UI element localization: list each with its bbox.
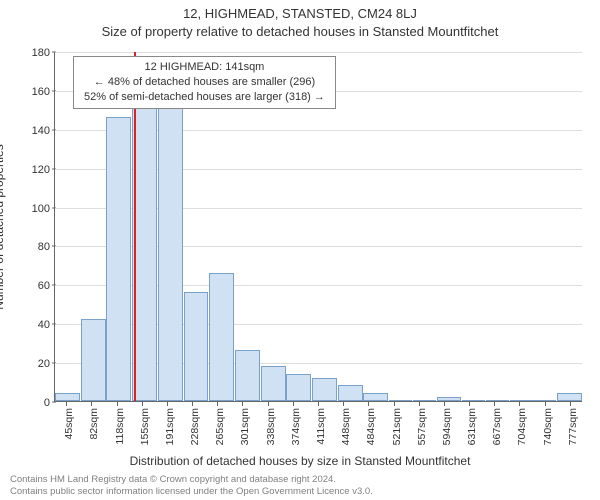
x-tick-label: 228sqm — [189, 408, 201, 445]
annotation-line2: ← 48% of detached houses are smaller (29… — [84, 75, 325, 90]
x-tick-mark — [394, 402, 395, 406]
x-tick-label: 557sqm — [416, 408, 428, 445]
y-tick-label: 60 — [24, 280, 50, 292]
bar — [106, 117, 131, 401]
page-subtitle: Size of property relative to detached ho… — [0, 24, 600, 39]
bar — [158, 74, 183, 401]
x-tick-label: 155sqm — [139, 408, 151, 445]
bar — [338, 385, 363, 401]
x-tick-mark — [167, 402, 168, 406]
x-tick-mark — [91, 402, 92, 406]
plot-area: 12 HIGHMEAD: 141sqm ← 48% of detached ho… — [54, 52, 582, 402]
bar — [437, 397, 462, 401]
x-tick-mark — [494, 402, 495, 406]
x-tick-mark — [293, 402, 294, 406]
y-axis: 020406080100120140160180 — [24, 52, 54, 402]
bar — [363, 393, 388, 401]
y-axis-label: Number of detached properties — [0, 52, 12, 402]
x-tick-mark — [419, 402, 420, 406]
x-tick-mark — [142, 402, 143, 406]
bar — [81, 319, 106, 401]
y-tick-label: 80 — [24, 241, 50, 253]
annotation-box: 12 HIGHMEAD: 141sqm ← 48% of detached ho… — [73, 56, 336, 109]
x-tick-mark — [117, 402, 118, 406]
x-tick-mark — [242, 402, 243, 406]
x-tick-label: 191sqm — [164, 408, 176, 445]
x-tick-label: 411sqm — [315, 408, 327, 445]
bar — [286, 374, 311, 401]
x-tick-label: 301sqm — [239, 408, 251, 445]
x-tick-mark — [268, 402, 269, 406]
bar — [55, 393, 80, 401]
y-tick-label: 40 — [24, 319, 50, 331]
x-axis-label: Distribution of detached houses by size … — [0, 454, 600, 468]
x-tick-mark — [192, 402, 193, 406]
bar — [261, 366, 286, 401]
bar — [557, 393, 582, 401]
x-axis: 45sqm 82sqm 118sqm 155sqm 191sqm 228sqm 265sqm… — [54, 402, 582, 458]
x-tick-mark — [519, 402, 520, 406]
y-tick-label: 120 — [24, 164, 50, 176]
y-tick-label: 160 — [24, 86, 50, 98]
x-tick-mark — [318, 402, 319, 406]
x-tick-label: 667sqm — [491, 408, 503, 445]
x-tick-mark — [444, 402, 445, 406]
x-tick-mark — [217, 402, 218, 406]
bar — [413, 400, 436, 401]
bar — [235, 350, 260, 401]
x-tick-label: 777sqm — [567, 408, 579, 445]
annotation-line1: 12 HIGHMEAD: 141sqm — [84, 60, 325, 75]
x-tick-label: 265sqm — [214, 408, 226, 445]
x-tick-mark — [66, 402, 67, 406]
x-tick-label: 740sqm — [542, 408, 554, 445]
x-tick-label: 45sqm — [63, 408, 75, 440]
y-tick-label: 180 — [24, 47, 50, 59]
x-tick-label: 118sqm — [114, 408, 126, 445]
y-tick-label: 0 — [24, 397, 50, 409]
page-title: 12, HIGHMEAD, STANSTED, CM24 8LJ — [0, 6, 600, 21]
x-tick-label: 704sqm — [516, 408, 528, 445]
annotation-line3: 52% of semi-detached houses are larger (… — [84, 90, 325, 105]
footer-line1: Contains HM Land Registry data © Crown c… — [10, 474, 373, 485]
x-tick-label: 594sqm — [441, 408, 453, 445]
x-tick-label: 631sqm — [466, 408, 478, 445]
bar — [312, 378, 337, 401]
x-tick-label: 521sqm — [391, 408, 403, 445]
bar — [209, 273, 234, 401]
x-tick-label: 82sqm — [88, 408, 100, 440]
x-tick-label: 374sqm — [290, 408, 302, 445]
bar — [389, 400, 412, 401]
bar — [184, 292, 209, 401]
x-tick-mark — [469, 402, 470, 406]
footer: Contains HM Land Registry data © Crown c… — [10, 474, 373, 497]
x-tick-label: 448sqm — [340, 408, 352, 445]
x-tick-mark — [368, 402, 369, 406]
y-tick-label: 20 — [24, 358, 50, 370]
bar — [132, 74, 157, 401]
x-tick-mark — [343, 402, 344, 406]
bar — [462, 400, 485, 401]
bar — [486, 400, 509, 401]
chart-page: 12, HIGHMEAD, STANSTED, CM24 8LJ Size of… — [0, 0, 600, 500]
bar — [533, 400, 556, 401]
x-tick-mark — [570, 402, 571, 406]
y-tick-label: 140 — [24, 125, 50, 137]
x-tick-label: 338sqm — [265, 408, 277, 445]
footer-line2: Contains public sector information licen… — [10, 486, 373, 497]
x-tick-mark — [545, 402, 546, 406]
y-tick-label: 100 — [24, 203, 50, 215]
x-tick-label: 484sqm — [365, 408, 377, 445]
bar — [510, 400, 533, 401]
